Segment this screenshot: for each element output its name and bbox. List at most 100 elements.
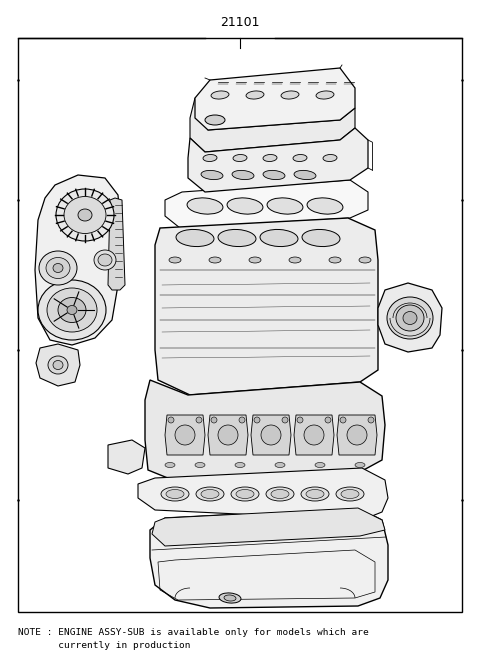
Ellipse shape: [254, 417, 260, 423]
Ellipse shape: [218, 425, 238, 445]
Ellipse shape: [316, 91, 334, 99]
Ellipse shape: [224, 595, 236, 601]
Ellipse shape: [39, 251, 77, 285]
Polygon shape: [150, 508, 388, 608]
Ellipse shape: [403, 311, 417, 325]
Polygon shape: [155, 218, 378, 395]
Ellipse shape: [98, 254, 112, 266]
Ellipse shape: [211, 91, 229, 99]
Ellipse shape: [166, 489, 184, 499]
Ellipse shape: [231, 487, 259, 501]
Ellipse shape: [387, 297, 433, 339]
Polygon shape: [195, 68, 355, 130]
Ellipse shape: [315, 463, 325, 468]
Polygon shape: [208, 415, 248, 455]
Ellipse shape: [246, 91, 264, 99]
Text: 21101: 21101: [220, 16, 260, 28]
Ellipse shape: [165, 463, 175, 468]
Polygon shape: [165, 180, 368, 228]
Ellipse shape: [236, 489, 254, 499]
Ellipse shape: [293, 154, 307, 162]
Ellipse shape: [301, 487, 329, 501]
Ellipse shape: [396, 305, 424, 331]
Ellipse shape: [297, 417, 303, 423]
Ellipse shape: [347, 425, 367, 445]
Ellipse shape: [201, 170, 223, 179]
Ellipse shape: [355, 463, 365, 468]
Ellipse shape: [341, 489, 359, 499]
Ellipse shape: [218, 229, 256, 246]
Ellipse shape: [168, 417, 174, 423]
Ellipse shape: [307, 198, 343, 214]
Text: currently in production: currently in production: [18, 641, 191, 650]
Polygon shape: [152, 508, 385, 546]
Ellipse shape: [323, 154, 337, 162]
Ellipse shape: [260, 229, 298, 246]
Ellipse shape: [329, 257, 341, 263]
Ellipse shape: [249, 257, 261, 263]
Ellipse shape: [175, 425, 195, 445]
Ellipse shape: [289, 257, 301, 263]
Ellipse shape: [235, 463, 245, 468]
Ellipse shape: [53, 263, 63, 273]
Ellipse shape: [78, 209, 92, 221]
Ellipse shape: [271, 489, 289, 499]
Ellipse shape: [196, 417, 202, 423]
Ellipse shape: [47, 288, 97, 332]
Ellipse shape: [94, 250, 116, 270]
Ellipse shape: [209, 257, 221, 263]
Polygon shape: [35, 175, 122, 345]
Ellipse shape: [176, 229, 214, 246]
Ellipse shape: [196, 487, 224, 501]
Ellipse shape: [340, 417, 346, 423]
Ellipse shape: [211, 417, 217, 423]
Ellipse shape: [282, 417, 288, 423]
Ellipse shape: [275, 463, 285, 468]
Ellipse shape: [304, 425, 324, 445]
Polygon shape: [251, 415, 291, 455]
Ellipse shape: [161, 487, 189, 501]
Ellipse shape: [58, 298, 86, 323]
Ellipse shape: [267, 198, 303, 214]
Ellipse shape: [359, 257, 371, 263]
Ellipse shape: [239, 417, 245, 423]
Polygon shape: [145, 380, 385, 485]
Ellipse shape: [48, 356, 68, 374]
Ellipse shape: [67, 306, 77, 315]
Ellipse shape: [187, 198, 223, 214]
Ellipse shape: [368, 417, 374, 423]
Polygon shape: [108, 198, 125, 290]
Ellipse shape: [203, 154, 217, 162]
Ellipse shape: [227, 198, 263, 214]
Text: NOTE : ENGINE ASSY-SUB is available only for models which are: NOTE : ENGINE ASSY-SUB is available only…: [18, 628, 369, 637]
Ellipse shape: [195, 463, 205, 468]
Polygon shape: [378, 283, 442, 352]
Polygon shape: [138, 468, 388, 520]
Ellipse shape: [263, 154, 277, 162]
Ellipse shape: [53, 361, 63, 369]
Polygon shape: [337, 415, 377, 455]
Ellipse shape: [336, 487, 364, 501]
Ellipse shape: [306, 489, 324, 499]
Ellipse shape: [219, 593, 241, 603]
Ellipse shape: [38, 280, 106, 340]
Ellipse shape: [266, 487, 294, 501]
Ellipse shape: [261, 425, 281, 445]
Ellipse shape: [263, 170, 285, 179]
Ellipse shape: [201, 489, 219, 499]
Polygon shape: [190, 98, 355, 152]
Ellipse shape: [169, 257, 181, 263]
Ellipse shape: [205, 115, 225, 125]
Ellipse shape: [233, 154, 247, 162]
Ellipse shape: [46, 258, 70, 279]
Ellipse shape: [64, 196, 106, 233]
Ellipse shape: [56, 189, 114, 241]
Ellipse shape: [302, 229, 340, 246]
Polygon shape: [36, 344, 80, 386]
Ellipse shape: [281, 91, 299, 99]
Polygon shape: [108, 440, 145, 474]
Polygon shape: [165, 415, 205, 455]
Polygon shape: [188, 128, 368, 192]
Ellipse shape: [232, 170, 254, 179]
Ellipse shape: [294, 170, 316, 179]
